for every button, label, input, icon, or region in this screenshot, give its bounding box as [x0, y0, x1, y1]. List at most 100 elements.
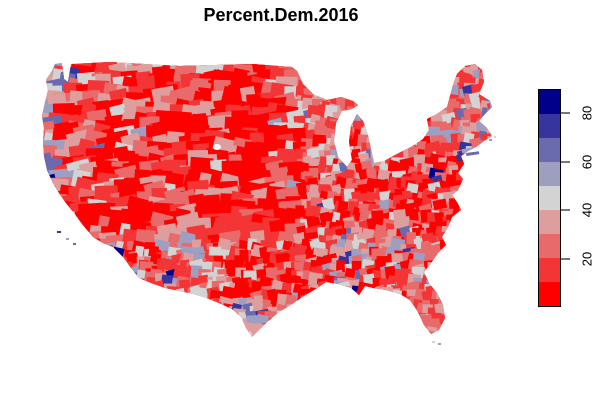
county [451, 52, 461, 62]
county [60, 221, 83, 245]
county [355, 331, 371, 337]
county [70, 255, 81, 268]
county [410, 115, 424, 124]
county [111, 246, 125, 262]
county [484, 148, 492, 160]
county [493, 236, 506, 247]
county [464, 195, 475, 207]
county [396, 90, 406, 105]
county [467, 239, 478, 254]
county [136, 300, 148, 316]
county [490, 268, 492, 280]
county [48, 319, 63, 332]
county [305, 294, 318, 304]
county [464, 51, 475, 61]
county [455, 251, 467, 267]
county [161, 291, 177, 303]
island [466, 151, 480, 156]
county [73, 326, 83, 336]
county [192, 331, 206, 337]
county [318, 320, 330, 330]
county [373, 62, 385, 65]
county [423, 62, 437, 68]
county [434, 65, 447, 77]
county [112, 284, 124, 294]
county [479, 312, 489, 326]
county [86, 290, 101, 304]
county [484, 113, 492, 130]
county [441, 331, 453, 337]
county [54, 302, 69, 314]
county [480, 324, 492, 336]
county [298, 333, 314, 337]
county [473, 247, 484, 260]
county [385, 78, 396, 91]
county [407, 118, 418, 133]
county [454, 317, 468, 329]
county [57, 249, 67, 259]
county [53, 213, 78, 235]
county [333, 119, 349, 135]
county [493, 157, 507, 172]
county [95, 276, 106, 289]
county [80, 302, 95, 315]
county [477, 161, 492, 176]
county [227, 316, 237, 331]
county [42, 327, 47, 337]
county [231, 319, 242, 331]
county [145, 322, 161, 335]
county [410, 103, 421, 113]
county [448, 240, 463, 252]
county [477, 256, 489, 271]
county [394, 121, 406, 135]
county [346, 71, 358, 86]
county [110, 322, 122, 337]
county [472, 300, 484, 315]
county [134, 316, 145, 328]
county [491, 177, 492, 187]
county [76, 239, 91, 254]
county [104, 333, 116, 337]
county [477, 289, 489, 300]
county [416, 92, 431, 107]
county [127, 283, 139, 295]
county [51, 263, 66, 276]
county [367, 297, 382, 307]
county [457, 331, 473, 337]
county [413, 102, 425, 117]
county [133, 292, 144, 302]
county [468, 291, 483, 302]
county [143, 290, 158, 302]
county [61, 322, 78, 335]
county [83, 305, 97, 319]
county [52, 323, 62, 337]
county [438, 267, 452, 283]
county [471, 211, 487, 222]
county [467, 208, 478, 219]
county [28, 255, 38, 266]
county [42, 219, 63, 238]
county [395, 136, 410, 148]
county [453, 263, 462, 273]
county [282, 305, 294, 319]
county [445, 323, 458, 337]
county [465, 320, 478, 334]
county [494, 50, 508, 64]
county [140, 335, 153, 337]
county [206, 322, 217, 336]
county [485, 261, 492, 272]
county [197, 323, 209, 337]
county [423, 99, 435, 110]
county [122, 310, 135, 324]
county [370, 148, 382, 160]
county [444, 262, 459, 275]
county [149, 331, 159, 337]
county [331, 65, 348, 81]
county [360, 103, 371, 115]
county [493, 334, 506, 345]
county [388, 317, 402, 331]
county [151, 289, 164, 303]
county [452, 290, 465, 303]
island [438, 343, 441, 345]
island [73, 243, 76, 245]
